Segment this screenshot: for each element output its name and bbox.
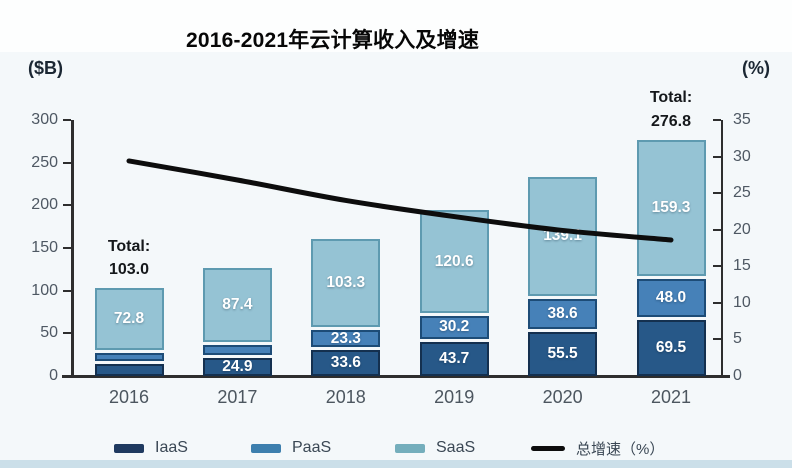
bar-segment-iaas-2020: 55.5 <box>528 331 598 376</box>
left-axis-tick <box>63 161 71 164</box>
bar-value-label: 87.4 <box>222 296 253 313</box>
legend-label: 总增速（%） <box>576 440 665 458</box>
bar-segment-iaas-2016 <box>94 363 164 376</box>
right-axis-line <box>720 120 723 377</box>
chart-legend: IaaS PaaS SaaS 总增速（%） <box>0 436 792 460</box>
left-axis-tick-label: 50 <box>40 324 58 342</box>
left-axis-tick-label: 100 <box>31 281 58 299</box>
x-axis-label-2021: 2021 <box>650 387 692 407</box>
left-axis-tick <box>63 375 71 377</box>
bar-value-label: 38.6 <box>547 304 578 322</box>
left-axis-line <box>71 120 74 377</box>
x-axis-label-2018: 2018 <box>325 387 366 407</box>
legend-item-paas: PaaS <box>251 436 331 460</box>
total-annotation-line: Total: <box>649 89 693 107</box>
bar-value-label: 55.5 <box>547 344 578 362</box>
right-axis-tick-label: 35 <box>733 111 751 128</box>
bar-value-label: 48.0 <box>655 288 687 306</box>
right-axis-tick-label: 30 <box>733 147 751 165</box>
x-axis-label-2016: 2016 <box>108 387 150 407</box>
left-axis-tick-label: 250 <box>31 153 58 171</box>
right-axis-tick-label: 0 <box>733 367 742 384</box>
bar-segment-saas-2017: 87.4 <box>202 267 272 343</box>
right-axis-tick <box>713 192 721 195</box>
bar-segment-saas-2021: 159.3 <box>636 139 706 276</box>
legend-label: PaaS <box>292 439 332 456</box>
bar-value-label: 23.3 <box>330 329 361 347</box>
left-axis-tick-label: 150 <box>31 239 58 256</box>
right-axis-tick <box>713 375 721 377</box>
legend-item-saas: SaaS <box>395 436 475 460</box>
bar-value-label: 72.8 <box>113 310 145 328</box>
left-axis-tick <box>63 204 71 207</box>
total-annotation-line: Total: <box>107 237 151 255</box>
bar-segment-iaas-2018: 33.6 <box>311 350 381 376</box>
bar-value-label: 43.7 <box>439 349 470 367</box>
bar-segment-paas-2019: 30.2 <box>419 315 489 339</box>
right-axis-tick <box>713 228 721 231</box>
bar-value-label: 24.9 <box>222 357 253 375</box>
left-axis-unit-label: ($B) <box>28 58 63 78</box>
x-axis-label-2019: 2019 <box>434 387 475 407</box>
legend-item-iaas: IaaS <box>114 436 188 460</box>
left-axis-tick-label: 200 <box>31 196 58 214</box>
right-axis-tick-label: 20 <box>733 220 751 238</box>
x-axis-label-2020: 2020 <box>542 387 583 407</box>
chart-title: 2016-2021年云计算收入及增速 <box>186 29 480 52</box>
bar-segment-paas-2021: 48.0 <box>636 278 706 317</box>
right-axis-tick-label: 10 <box>733 293 751 311</box>
right-axis-tick <box>713 119 721 121</box>
right-axis-tick-label: 15 <box>733 257 751 275</box>
bar-value-label: 30.2 <box>439 318 470 336</box>
bar-segment-saas-2019: 120.6 <box>419 210 489 313</box>
bar-segment-iaas-2021: 69.5 <box>636 319 706 376</box>
bar-segment-paas-2016 <box>94 353 164 361</box>
left-axis-tick-label: 300 <box>31 111 58 128</box>
total-annotation-line: 103.0 <box>108 260 150 278</box>
x-axis-baseline <box>62 375 730 378</box>
bar-value-label: 33.6 <box>330 354 361 372</box>
bar-value-label: 159.3 <box>651 198 691 216</box>
bar-segment-saas-2018: 103.3 <box>311 239 381 328</box>
right-axis-unit-label: (%) <box>742 58 770 78</box>
bottom-accent-strip <box>0 460 792 468</box>
bar-value-label: 69.5 <box>655 338 687 356</box>
bar-segment-paas-2018: 23.3 <box>311 329 381 348</box>
x-axis-label-2017: 2017 <box>217 387 258 407</box>
legend-swatch-saas <box>395 443 425 453</box>
legend-item-growth: 总增速（%） <box>531 436 664 460</box>
bar-segment-saas-2016: 72.8 <box>94 288 164 351</box>
right-axis-tick <box>713 338 721 341</box>
legend-swatch-iaas <box>114 443 144 453</box>
total-annotation-line: 276.8 <box>650 112 692 130</box>
right-axis-tick <box>713 265 721 268</box>
bar-segment-paas-2020: 38.6 <box>528 298 598 329</box>
legend-label: IaaS <box>155 439 188 456</box>
legend-swatch-paas <box>251 443 281 453</box>
right-axis-tick <box>713 155 721 158</box>
legend-line-swatch <box>531 445 565 451</box>
right-axis-tick-label: 5 <box>733 330 742 348</box>
left-axis-tick <box>63 289 71 292</box>
left-axis-tick-label: 0 <box>49 367 58 384</box>
right-axis-tick <box>713 301 721 304</box>
bar-value-label: 139.1 <box>543 227 582 245</box>
bar-segment-saas-2020: 139.1 <box>528 177 598 296</box>
bar-segment-iaas-2019: 43.7 <box>419 341 489 376</box>
plot-area: 72.8 24.9 87.4 33.6 23.3 103.3 43.7 30.2 120.6 55… <box>62 89 730 378</box>
legend-label: SaaS <box>436 439 476 456</box>
right-axis-tick-label: 25 <box>733 184 751 202</box>
bar-value-label: 103.3 <box>326 274 366 292</box>
left-axis-tick <box>63 247 71 249</box>
bar-segment-iaas-2017: 24.9 <box>202 357 272 376</box>
left-axis-tick <box>63 332 71 335</box>
bar-value-label: 120.6 <box>434 252 474 270</box>
total-annotation-2016: Total: 103.0 <box>79 235 179 281</box>
total-annotation-2021: Total: 276.8 <box>621 86 721 132</box>
left-axis-tick <box>63 119 71 121</box>
bar-segment-paas-2017 <box>202 345 272 355</box>
